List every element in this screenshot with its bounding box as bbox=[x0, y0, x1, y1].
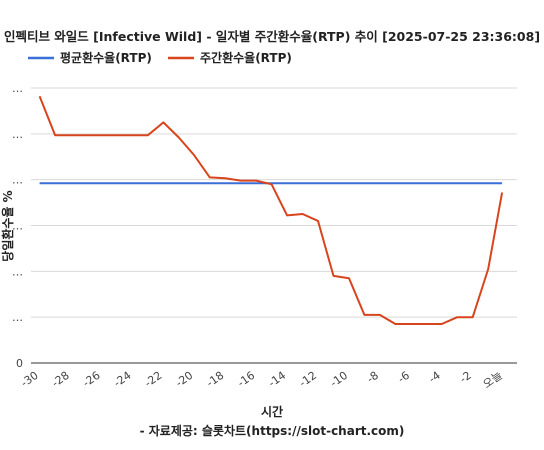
series-line-weekly bbox=[38, 95, 504, 325]
x-tick-label: -6 bbox=[395, 369, 411, 386]
x-tick-label: -26 bbox=[80, 369, 102, 390]
gridlines bbox=[31, 87, 517, 364]
x-tick-label: -22 bbox=[142, 369, 164, 390]
y-tick-label: … bbox=[12, 174, 23, 187]
x-tick-label: -8 bbox=[365, 369, 381, 386]
y-tick-label: … bbox=[12, 82, 23, 95]
chart-title: 인펙티브 와일드 [Infective Wild] - 일자별 주간환수율(RT… bbox=[4, 29, 540, 44]
x-tick-label: -16 bbox=[235, 369, 257, 390]
legend: 평균환수율(RTP) 주간환수율(RTP) bbox=[28, 50, 292, 65]
source-credit: - 자료제공: 슬롯차트(https://slot-chart.com) bbox=[140, 423, 405, 438]
x-tick-label: -18 bbox=[204, 369, 226, 390]
x-tick-label: -2 bbox=[457, 369, 473, 386]
y-tick-label: … bbox=[12, 220, 23, 233]
x-axis-title: 시간 bbox=[261, 404, 283, 419]
x-tick-label: 오늘 bbox=[481, 369, 505, 391]
x-tick-label: -30 bbox=[19, 369, 41, 390]
series-lines bbox=[38, 95, 504, 325]
legend-label-average: 평균환수율(RTP) bbox=[60, 50, 152, 65]
y-tick-label: … bbox=[12, 128, 23, 141]
y-axis-title: 당일환수율 % bbox=[0, 190, 15, 261]
x-tick-label: -4 bbox=[426, 369, 442, 386]
x-axis-ticks: -30 -28 -26 -24 -22 -20 -18 -16 -14 -12 -10 -8 -6 -4-… bbox=[19, 369, 505, 391]
y-tick-label: 0 bbox=[16, 357, 23, 370]
x-tick-label: -20 bbox=[173, 369, 195, 390]
x-tick-label: -28 bbox=[49, 369, 71, 390]
y-tick-label: … bbox=[12, 311, 23, 324]
x-tick-label: -24 bbox=[111, 369, 133, 390]
x-tick-label: -14 bbox=[266, 369, 288, 390]
x-tick-label: -10 bbox=[328, 369, 350, 390]
y-tick-label: … bbox=[12, 265, 23, 278]
legend-label-weekly: 주간환수율(RTP) bbox=[200, 50, 292, 65]
x-tick-label: -12 bbox=[297, 369, 319, 390]
y-axis-ticks: 0 … … … … … … bbox=[12, 82, 23, 370]
